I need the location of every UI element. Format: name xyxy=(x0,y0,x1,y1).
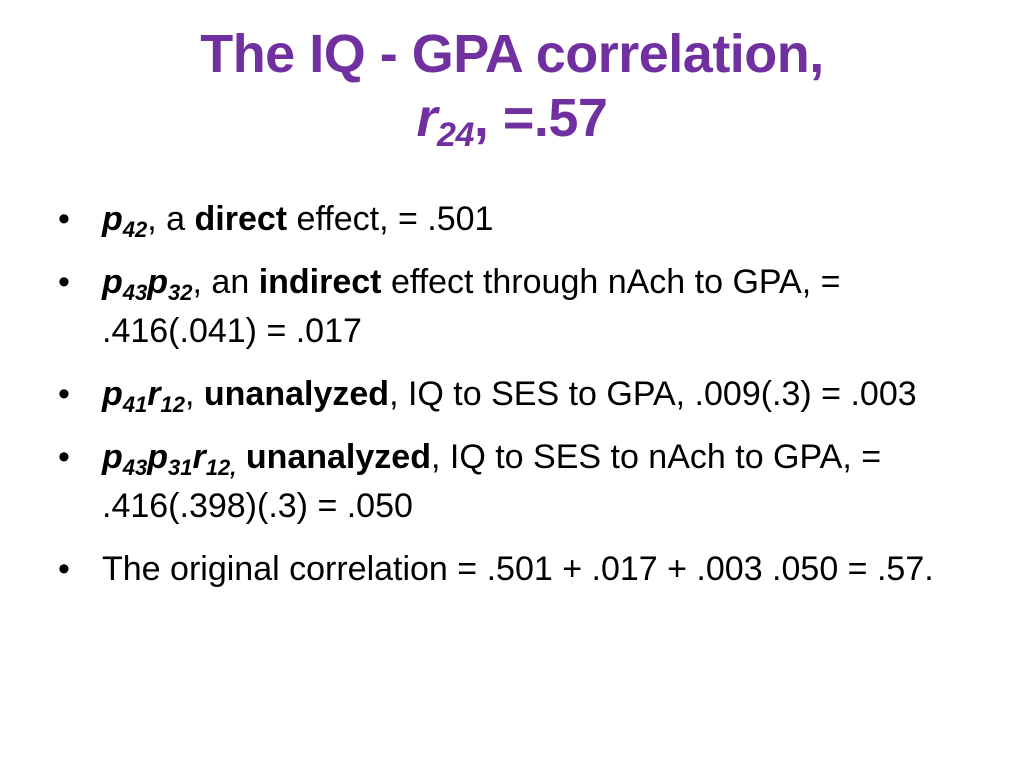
title-line-1: The IQ - GPA correlation, xyxy=(200,24,824,84)
path-subscript: 42 xyxy=(122,217,148,242)
bullet-dot-icon: • xyxy=(58,375,70,413)
effect-term: unanalyzed xyxy=(245,438,431,476)
bullet-unanalyzed-nach: • p43p31r12, unanalyzed, IQ to SES to nA… xyxy=(58,433,963,531)
bullet-text: The original correlation = .501 + .017 +… xyxy=(102,550,934,588)
path-symbol: p xyxy=(102,438,123,476)
bullet-unanalyzed-ses: • p41r12, unanalyzed, IQ to SES to GPA, … xyxy=(58,370,963,419)
bullet-lead: , an xyxy=(192,263,259,301)
path-symbol: p xyxy=(102,263,123,301)
path-subscript: 12 xyxy=(160,392,185,417)
effect-term: unanalyzed xyxy=(203,375,390,413)
bullet-dot-icon: • xyxy=(58,263,70,301)
path-symbol: r xyxy=(147,375,161,413)
path-symbol: p xyxy=(102,375,123,413)
bullet-lead: , a xyxy=(147,200,195,238)
path-subscript: 43 xyxy=(122,455,148,480)
effect-term: indirect xyxy=(258,263,382,301)
path-symbol: p xyxy=(102,200,123,238)
path-subscript: 12, xyxy=(205,455,237,480)
bullet-list: • p42, a direct effect, = .501 • p43p32,… xyxy=(58,195,963,608)
path-symbol: r xyxy=(192,438,206,476)
bullet-text: effect through nAch to GPA, = .416(.041)… xyxy=(102,263,841,350)
title-line-2: r24, =.57 xyxy=(0,86,1024,152)
path-symbol: p xyxy=(147,438,169,476)
bullet-lead: , xyxy=(184,375,204,413)
slide-title: The IQ - GPA correlation, r24, =.57 xyxy=(0,22,1024,152)
bullet-indirect-effect: • p43p32, an indirect effect through nAc… xyxy=(58,258,963,356)
path-symbol: p xyxy=(147,263,169,301)
bullet-direct-effect: • p42, a direct effect, = .501 xyxy=(58,195,963,244)
bullet-text: , IQ to SES to GPA, .009(.3) = .003 xyxy=(389,375,917,413)
path-subscript: 31 xyxy=(168,455,193,480)
bullet-text: , IQ to SES to nAch to GPA, = .416(.398)… xyxy=(102,438,882,525)
title-r-value: , =.57 xyxy=(473,88,608,148)
bullet-text: effect, = .501 xyxy=(287,200,494,238)
title-r-subscript: 24 xyxy=(437,116,474,154)
bullet-original-correlation: • The original correlation = .501 + .017… xyxy=(58,545,963,594)
bullet-dot-icon: • xyxy=(58,438,70,476)
bullet-dot-icon: • xyxy=(58,200,70,238)
bullet-lead xyxy=(236,438,245,476)
title-r-symbol: r xyxy=(416,88,438,148)
path-subscript: 32 xyxy=(168,280,193,305)
path-subscript: 43 xyxy=(122,280,148,305)
effect-term: direct xyxy=(194,200,288,238)
bullet-dot-icon: • xyxy=(58,550,70,588)
path-subscript: 41 xyxy=(122,392,148,417)
